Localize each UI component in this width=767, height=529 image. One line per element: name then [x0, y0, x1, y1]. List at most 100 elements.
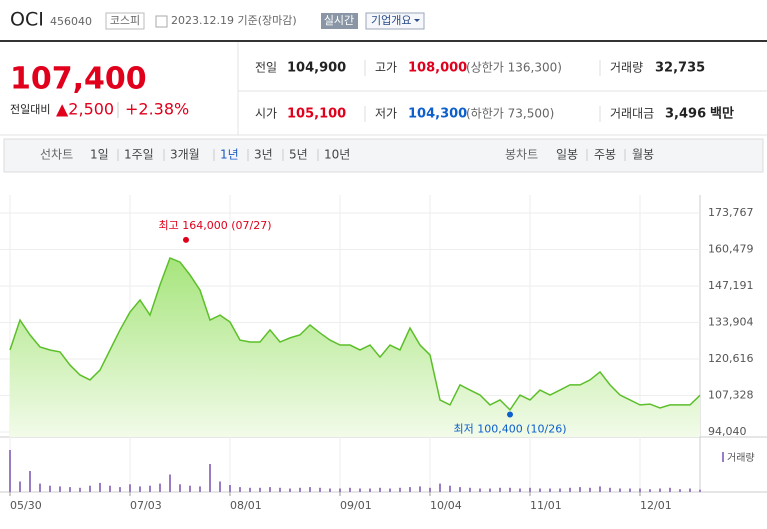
volume-bar: [129, 484, 131, 492]
quote-value: 32,735: [655, 61, 705, 76]
annotation-dot: [507, 411, 513, 418]
realtime[interactable]: 실시간: [324, 14, 354, 27]
current-price: 107,400: [10, 62, 147, 97]
y-tick-label: 94,040: [708, 425, 747, 438]
change-label: 전일대비: [10, 102, 50, 116]
volume-bar: [639, 488, 641, 492]
quote-extra: (하한가 73,500): [466, 107, 554, 121]
calendar-icon: [155, 15, 168, 28]
volume-bar: [259, 487, 261, 492]
tab-label: 선차트: [40, 148, 73, 162]
tab[interactable]: 1일: [90, 148, 109, 162]
volume-bar: [329, 488, 331, 492]
quote-label: 시가: [255, 107, 277, 121]
x-tick-label: 08/01: [230, 499, 262, 512]
volume-bar: [699, 489, 701, 492]
date: 2023.12.19 기준(장마감): [171, 14, 297, 27]
quote-value: 104,300: [408, 107, 467, 122]
quote-label: 전일: [255, 61, 277, 75]
volume-bar: [219, 481, 221, 492]
volume-bar: [419, 486, 421, 492]
company-info-box[interactable]: [365, 12, 425, 30]
volume-bar: [249, 487, 251, 492]
tab[interactable]: 일봉: [556, 148, 578, 162]
volume-bar: [479, 488, 481, 492]
market-box: [105, 12, 145, 30]
quote-value: 104,900: [287, 61, 346, 76]
x-tick-label: 12/01: [640, 499, 672, 512]
volume-bar: [99, 482, 101, 492]
volume-bar: [489, 488, 491, 492]
volume-bar: [19, 481, 21, 492]
y-tick-label: 160,479: [708, 243, 754, 256]
legend-label: 거래량: [727, 452, 755, 464]
x-tick-label: 05/30: [10, 499, 42, 512]
quote-extra: (상한가 136,300): [466, 61, 562, 75]
volume-bar: [339, 488, 341, 492]
volume-bar: [359, 488, 361, 492]
volume-bar: [59, 486, 61, 492]
tab[interactable]: 3개월: [170, 148, 200, 162]
volume-bar: [9, 450, 11, 492]
volume-bar: [269, 487, 271, 492]
tab[interactable]: 5년: [289, 148, 308, 162]
volume-bar: [689, 488, 691, 492]
volume-bar: [429, 487, 431, 492]
quote-unit: 백만: [710, 106, 734, 122]
volume-bar: [189, 485, 191, 492]
tab[interactable]: 1년: [220, 148, 239, 162]
change: ▲2,500: [56, 100, 114, 119]
volume-bar: [69, 487, 71, 492]
volume-bar: [569, 487, 571, 492]
annotation-label: 최저 100,400 (10/26): [453, 423, 566, 436]
volume-bar: [89, 485, 91, 492]
quote-label: 저가: [375, 107, 397, 121]
volume-bar: [649, 489, 651, 492]
volume-bar: [349, 487, 351, 492]
volume-bar: [299, 487, 301, 492]
tab[interactable]: 월봉: [632, 148, 654, 162]
tab[interactable]: 1주일: [124, 148, 154, 162]
volume-bar: [579, 487, 581, 492]
volume-bar: [149, 485, 151, 492]
tab[interactable]: 주봉: [594, 148, 616, 162]
volume-bar: [39, 483, 41, 492]
volume-bar: [209, 464, 211, 492]
volume-bar: [279, 487, 281, 492]
volume-bar: [539, 488, 541, 492]
stock-name: OCI: [10, 9, 44, 31]
volume-bar: [409, 487, 411, 492]
realtime-box[interactable]: [321, 13, 358, 29]
volume-bar: [159, 483, 161, 492]
volume-bar: [289, 488, 291, 492]
y-tick-label: 173,767: [708, 206, 754, 219]
volume-bar: [499, 487, 501, 492]
legend-swatch: [722, 452, 724, 462]
price-area: [10, 257, 700, 437]
quote-value: 3,496: [665, 107, 706, 122]
annotation-label: 최고 164,000 (07/27): [158, 219, 271, 232]
annotation-dot: [183, 236, 189, 243]
tab[interactable]: 10년: [324, 148, 350, 162]
volume-bar: [309, 487, 311, 492]
volume-bar: [669, 487, 671, 492]
volume-bar: [179, 484, 181, 492]
volume-bar: [439, 483, 441, 492]
company-info[interactable]: 기업개요: [371, 14, 411, 27]
volume-bar: [49, 485, 51, 492]
volume-bar: [229, 485, 231, 492]
tab[interactable]: 3년: [254, 148, 273, 162]
volume-bar: [319, 487, 321, 492]
x-tick-label: 11/01: [530, 499, 562, 512]
volume-bar: [469, 487, 471, 492]
volume-bar: [559, 488, 561, 492]
volume-bar: [239, 487, 241, 492]
volume-bar: [659, 488, 661, 492]
volume-bar: [109, 485, 111, 492]
volume-bar: [459, 487, 461, 492]
volume-bar: [119, 487, 121, 492]
quote-label: 거래대금: [610, 107, 654, 121]
volume-bar: [629, 488, 631, 492]
volume-bar: [609, 487, 611, 492]
y-tick-label: 107,328: [708, 388, 754, 401]
